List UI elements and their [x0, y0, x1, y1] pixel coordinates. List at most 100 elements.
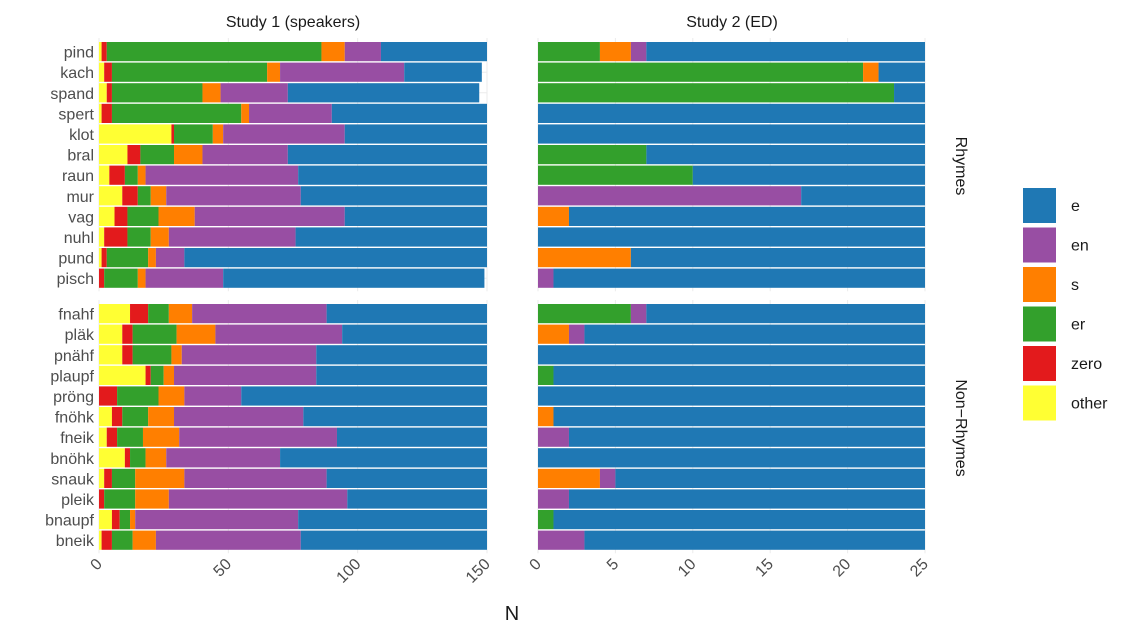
bar-segment-other [99, 510, 112, 530]
bar-segment-en [174, 407, 304, 427]
legend-swatch-other [1023, 385, 1056, 421]
y-tick-label: raun [62, 168, 94, 185]
panel-1 [537, 38, 926, 292]
bar-segment-er [538, 62, 864, 82]
bar-segment-e [538, 103, 925, 123]
bar-segment-e [584, 530, 925, 550]
bar-segment-zero [127, 145, 141, 165]
bar-segment-zero [99, 386, 118, 406]
y-tick-label: kach [60, 65, 94, 82]
bar-segment-e [326, 304, 487, 324]
panel-3 [537, 300, 926, 554]
bar-segment-en [538, 427, 569, 447]
bar-segment-other [99, 103, 102, 123]
bar-segment-s [135, 468, 185, 488]
y-tick-label: bneik [56, 533, 95, 550]
x-tick-label: 20 [830, 556, 855, 581]
bar-segment-en [568, 324, 585, 344]
y-tick-label: nuhl [64, 230, 94, 247]
bar-segment-er [111, 83, 203, 103]
y-tick-label: mur [66, 189, 94, 206]
bar-segment-other [99, 407, 112, 427]
bar-segment-zero [99, 268, 105, 288]
bar-segment-en [135, 510, 299, 530]
facet-title-study2: Study 2 (ED) [686, 14, 778, 31]
y-tick-label: fneik [60, 430, 95, 447]
bar-segment-other [99, 448, 125, 468]
bar-segment-en [168, 227, 296, 247]
bar-segment-s [267, 62, 281, 82]
facet-row-strips: Rhymes Non−Rhymes [952, 137, 969, 477]
bar-segment-e [184, 248, 488, 268]
bar-segment-other [99, 248, 102, 268]
bar-segment-e [280, 448, 487, 468]
bar-segment-zero [122, 186, 138, 206]
y-tick-label: bnaupf [45, 513, 94, 530]
bar-segment-zero [171, 124, 175, 144]
bar-segment-er [111, 468, 136, 488]
bar-segment-zero [104, 468, 112, 488]
bar-segment-s [176, 324, 216, 344]
bar-segment-en [215, 324, 343, 344]
bar-segment-en [145, 268, 224, 288]
bar-segment-e [553, 365, 925, 385]
bar-segment-other [99, 145, 128, 165]
bar-segment-er [127, 227, 151, 247]
legend-swatch-s [1023, 267, 1056, 302]
y-tick-label: bnöhk [50, 451, 95, 468]
x-tick-label: 5 [604, 556, 622, 574]
bar-segment-other [99, 324, 123, 344]
bar-segment-zero [109, 165, 125, 185]
bar-segment-en [166, 186, 301, 206]
bar-segment-er [124, 165, 138, 185]
bar-segment-en [599, 468, 616, 488]
bar-segment-en [220, 83, 288, 103]
bar-segment-s [538, 206, 569, 226]
legend-label-en: en [1071, 238, 1089, 255]
legend-swatch-en [1023, 227, 1056, 263]
bar-segment-zero [106, 427, 118, 447]
bar-segment-e [878, 62, 925, 82]
bar-segment-e [538, 124, 925, 144]
y-tick-label: pnähf [54, 348, 95, 365]
bar-segment-zero [104, 62, 112, 82]
bar-segment-s [202, 83, 221, 103]
bar-segment-en [194, 206, 345, 226]
x-tick-label: 100 [334, 556, 365, 587]
bar-segment-er [137, 186, 151, 206]
bar-segment-en [538, 530, 585, 550]
bar-segment-e [347, 489, 487, 509]
bar-segment-e [336, 427, 487, 447]
bar-segment-zero [106, 83, 112, 103]
facet-title-study1: Study 1 (speakers) [226, 14, 360, 31]
x-tick-label: 0 [527, 556, 545, 574]
bar-segment-e [331, 103, 487, 123]
bar-segment-s [158, 386, 185, 406]
bar-segment-er [106, 248, 149, 268]
bar-segment-zero [130, 304, 149, 324]
bar-segment-other [99, 345, 123, 365]
bar-segment-e [404, 62, 482, 82]
facet-strip-nonrhymes: Non−Rhymes [952, 379, 969, 476]
bar-segment-zero [111, 407, 123, 427]
y-tick-label: plaupf [50, 368, 94, 385]
bar-segment-s [158, 206, 195, 226]
bar-segment-e [646, 304, 925, 324]
y-tick-label: spand [50, 86, 94, 103]
x-tick-label: 15 [752, 556, 777, 581]
y-tick-label: pläk [65, 327, 95, 344]
bar-segment-s [168, 304, 193, 324]
bar-segment-er [538, 165, 693, 185]
bar-segment-zero [114, 206, 128, 226]
bar-segment-en [202, 145, 288, 165]
bar-segment-other [99, 124, 172, 144]
bar-segment-er [127, 206, 159, 226]
legend-swatch-zero [1023, 346, 1056, 381]
bar-segment-er [117, 427, 143, 447]
bar-segment-e [342, 324, 487, 344]
bar-segment-e [568, 489, 925, 509]
bar-segment-s [538, 468, 600, 488]
legend-label-zero: zero [1071, 356, 1102, 373]
bar-segment-s [150, 227, 169, 247]
